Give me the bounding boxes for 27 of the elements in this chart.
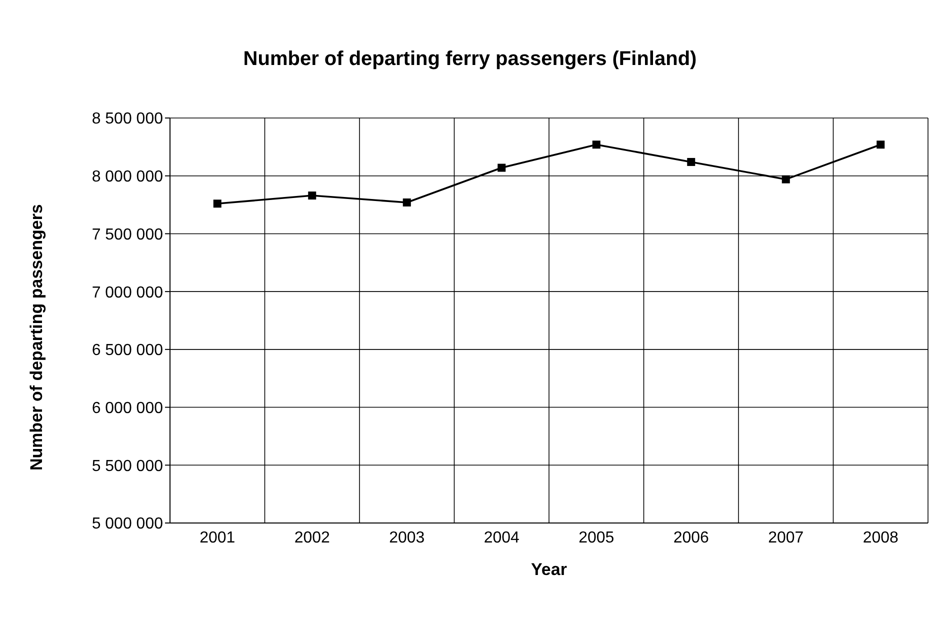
point [402, 198, 411, 206]
point [592, 140, 600, 149]
y-tick-label: 5 500 000 [92, 458, 164, 475]
x-tick-label: 2007 [768, 529, 804, 546]
y-tick-label: 8 500 000 [92, 110, 164, 128]
y-axis-title: Number of departing passengers [27, 204, 46, 470]
x-tick-label: 2001 [200, 529, 236, 546]
y-tick-label: 6 500 000 [92, 342, 164, 360]
point [687, 158, 696, 166]
y-tick-label: 8 000 000 [92, 168, 164, 186]
y-tick-label: 5 000 000 [92, 516, 164, 533]
point [498, 164, 506, 172]
y-tick-label: 7 000 000 [92, 284, 164, 302]
x-tick-label: 2006 [673, 529, 710, 546]
y-tick-label: 6 000 000 [92, 400, 164, 417]
x-tick-label: 2005 [578, 529, 614, 546]
x-tick-label: 2003 [389, 529, 425, 546]
x-tick-label: 2002 [294, 529, 330, 546]
point [308, 192, 316, 200]
point [213, 200, 222, 208]
chart-title: Number of departing ferry passengers (Finland) [242, 48, 698, 71]
x-tick-label: 2008 [862, 529, 899, 546]
y-tick-label: 7 500 000 [92, 226, 164, 244]
x-axis-title: Year [531, 560, 568, 579]
x-tick-label: 2004 [484, 529, 520, 546]
point [782, 175, 790, 184]
point [876, 140, 885, 149]
